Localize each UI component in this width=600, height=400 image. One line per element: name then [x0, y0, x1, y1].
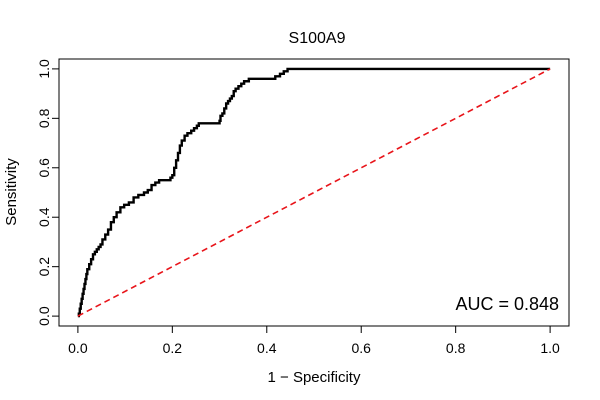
y-tick-label: 0.2 [36, 257, 52, 277]
chart-title: S100A9 [289, 30, 346, 47]
auc-annotation: AUC = 0.848 [455, 294, 559, 314]
x-tick-label: 0.4 [257, 340, 277, 356]
x-tick-label: 0.2 [163, 340, 183, 356]
y-tick-label: 0.8 [36, 108, 52, 128]
reference-diagonal [77, 68, 551, 317]
x-axis-title: 1 − Specificity [268, 369, 361, 386]
x-tick-label: 0.8 [446, 340, 466, 356]
y-axis-title: Sensitivity [3, 158, 20, 226]
x-tick-label: 0.6 [351, 340, 371, 356]
y-axis: 0.0 0.2 0.4 0.6 0.8 1.0 [36, 59, 60, 326]
y-tick-label: 1.0 [36, 59, 52, 79]
y-tick-label: 0.6 [36, 158, 52, 178]
x-tick-label: 1.0 [540, 340, 560, 356]
y-tick-label: 0.4 [36, 207, 52, 227]
series-layer [77, 67, 551, 318]
y-tick-label: 0.0 [36, 306, 52, 326]
x-axis: 0.0 0.2 0.4 0.6 0.8 1.0 [68, 325, 560, 356]
x-tick-label: 0.0 [68, 340, 88, 356]
roc-curve [77, 67, 551, 318]
